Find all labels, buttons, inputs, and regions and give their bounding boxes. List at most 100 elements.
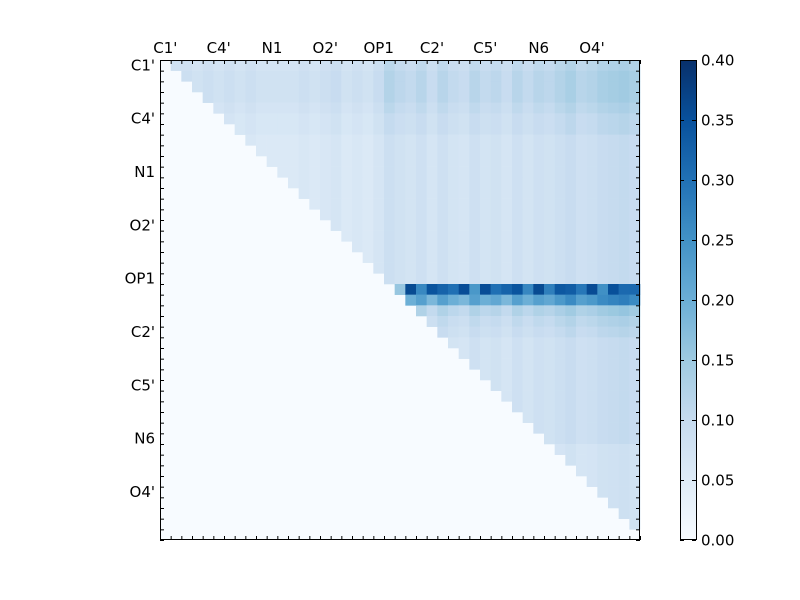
heatmap-cell [394, 209, 406, 221]
y-tick-label: O2' [130, 216, 155, 234]
heatmap-cell [394, 241, 406, 253]
heatmap-cell [405, 156, 417, 167]
heatmap-cell [202, 60, 214, 71]
heatmap-cell [544, 220, 555, 231]
heatmap-cell [480, 294, 491, 306]
heatmap-cell [458, 348, 470, 359]
heatmap-cell [608, 113, 619, 125]
heatmap-cell [394, 113, 406, 125]
heatmap-cell [565, 220, 577, 231]
heatmap-cell [416, 198, 427, 210]
x-tick-label: N6 [528, 39, 549, 57]
heatmap-cell [234, 92, 246, 103]
heatmap-cell [298, 60, 310, 71]
heatmap-cell [618, 188, 630, 199]
heatmap-cell [554, 433, 566, 445]
heatmap-cell [576, 465, 587, 477]
heatmap-cell [554, 188, 566, 199]
heatmap-cell [597, 273, 609, 285]
heatmap-cell [416, 273, 427, 285]
heatmap-cell [234, 60, 246, 71]
heatmap-cell [522, 102, 534, 114]
heatmap-cell [490, 188, 502, 199]
heatmap-cell [565, 92, 577, 103]
heatmap-cell [522, 348, 534, 359]
heatmap-cell [362, 220, 374, 231]
colorbar-tick-label: 0.25 [701, 232, 734, 250]
heatmap-cell [448, 145, 459, 157]
heatmap-cell [437, 156, 449, 167]
heatmap-cell [629, 380, 641, 391]
heatmap-cell [533, 337, 545, 349]
heatmap-cell [618, 348, 630, 359]
heatmap-cell [565, 113, 577, 125]
heatmap-cell [565, 444, 577, 455]
heatmap-cell [522, 70, 534, 82]
heatmap-cell [522, 198, 534, 210]
heatmap-cell [533, 134, 545, 146]
heatmap-cell [512, 348, 523, 359]
heatmap-cell [501, 294, 513, 306]
heatmap-cell [320, 209, 331, 221]
heatmap-cell [629, 422, 641, 434]
heatmap-cell [629, 497, 641, 509]
heatmap-cell [405, 81, 417, 93]
heatmap-cell [384, 70, 395, 82]
heatmap-cell [586, 92, 598, 103]
heatmap-cell [544, 145, 555, 157]
heatmap-cell [586, 145, 598, 157]
heatmap-cell [586, 422, 598, 434]
heatmap-cell [618, 401, 630, 413]
heatmap-cell [597, 81, 609, 93]
heatmap-cell [458, 145, 470, 157]
heatmap-cell [405, 284, 417, 295]
heatmap-cell [234, 124, 246, 135]
heatmap-cell [565, 433, 577, 445]
heatmap-cell [554, 209, 566, 221]
heatmap-cell [213, 60, 225, 71]
heatmap-cell [533, 124, 545, 135]
heatmap-cell [565, 241, 577, 253]
heatmap-cell [608, 380, 619, 391]
heatmap-cell [576, 166, 587, 178]
heatmap-cell [448, 60, 459, 71]
heatmap-cell [458, 273, 470, 285]
heatmap-cell [629, 113, 641, 125]
heatmap-cell [341, 70, 353, 82]
heatmap-cell [533, 81, 545, 93]
heatmap-cell [501, 198, 513, 210]
heatmap-cell [618, 294, 630, 306]
heatmap-cell [512, 134, 523, 146]
heatmap-cell [373, 241, 385, 253]
heatmap-cell [352, 81, 363, 93]
heatmap-cell [426, 262, 438, 274]
heatmap-cell [533, 188, 545, 199]
heatmap-cell [586, 60, 598, 71]
heatmap-cell [277, 166, 289, 178]
heatmap-cell [341, 188, 353, 199]
heatmap-cell [480, 134, 491, 146]
heatmap-cell [501, 92, 513, 103]
colorbar-ticks: 0.00 0.05 0.10 0.15 0.20 0.25 0.30 0.35 0.40 [680, 52, 734, 550]
heatmap-cell [629, 476, 641, 487]
heatmap-cell [405, 241, 417, 253]
heatmap-cell [298, 188, 310, 199]
heatmap-cell [480, 177, 491, 189]
heatmap-cell [490, 230, 502, 242]
heatmap-cell [490, 241, 502, 253]
heatmap-cell [480, 337, 491, 349]
heatmap-cell [629, 284, 641, 295]
heatmap-cell [490, 252, 502, 263]
heatmap-cell [448, 134, 459, 146]
heatmap-cell [373, 177, 385, 189]
heatmap-cell [298, 124, 310, 135]
heatmap-cell [480, 284, 491, 295]
heatmap-cell [512, 262, 523, 274]
heatmap-cell [597, 294, 609, 306]
heatmap-cell [533, 316, 545, 327]
heatmap-cell [576, 358, 587, 370]
heatmap-cell [586, 433, 598, 445]
heatmap-cell [544, 60, 555, 71]
heatmap-cell [458, 102, 470, 114]
heatmap-cell [362, 156, 374, 167]
